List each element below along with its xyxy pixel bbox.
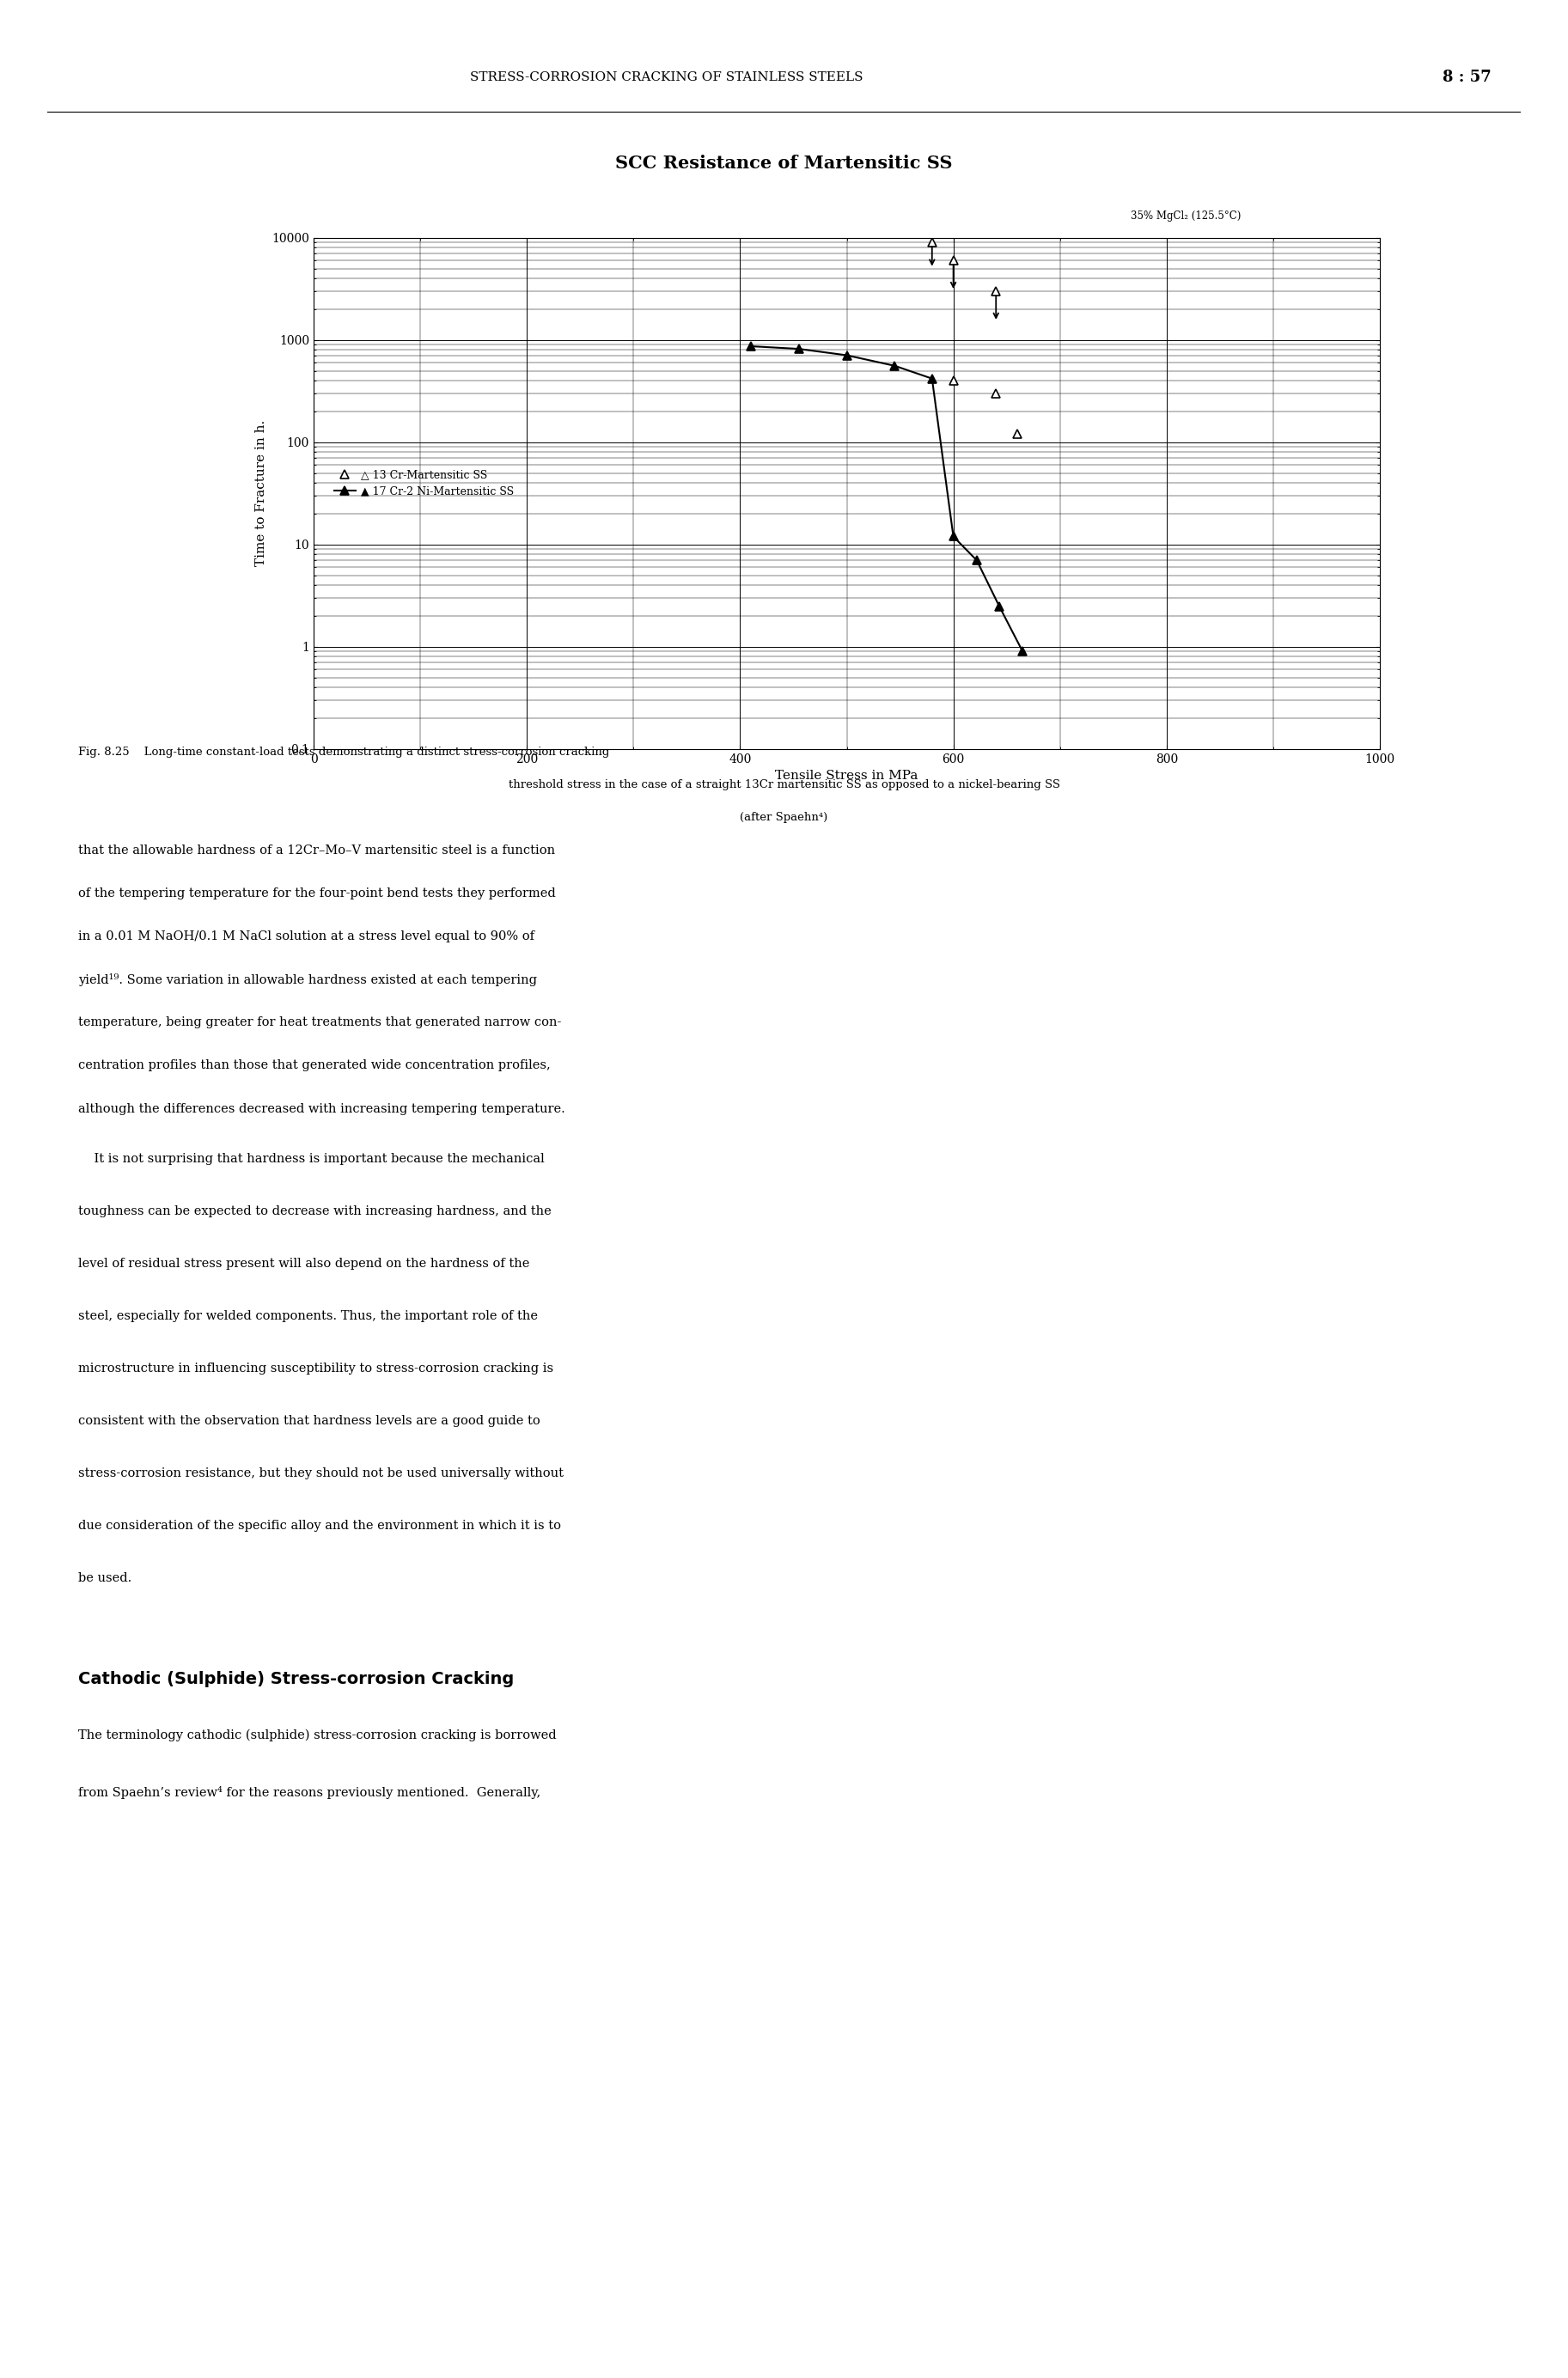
Text: centration profiles than those that generated wide concentration profiles,: centration profiles than those that gene… bbox=[78, 1061, 550, 1072]
Text: steel, especially for welded components. Thus, the important role of the: steel, especially for welded components.… bbox=[78, 1310, 538, 1322]
Text: from Spaehn’s review⁴ for the reasons previously mentioned.  Generally,: from Spaehn’s review⁴ for the reasons pr… bbox=[78, 1786, 541, 1798]
Text: 35% MgCl₂ (125.5°C): 35% MgCl₂ (125.5°C) bbox=[1131, 212, 1240, 221]
Text: Fig. 8.25    Long-time constant-load tests demonstrating a distinct stress-corro: Fig. 8.25 Long-time constant-load tests … bbox=[78, 747, 610, 759]
Text: microstructure in influencing susceptibility to stress-corrosion cracking is: microstructure in influencing susceptibi… bbox=[78, 1363, 554, 1374]
Text: toughness can be expected to decrease with increasing hardness, and the: toughness can be expected to decrease wi… bbox=[78, 1206, 552, 1218]
Text: due consideration of the specific alloy and the environment in which it is to: due consideration of the specific alloy … bbox=[78, 1520, 561, 1531]
Text: yield¹⁹. Some variation in allowable hardness existed at each tempering: yield¹⁹. Some variation in allowable har… bbox=[78, 973, 538, 987]
Text: STRESS-CORROSION CRACKING OF STAINLESS STEELS: STRESS-CORROSION CRACKING OF STAINLESS S… bbox=[469, 71, 862, 83]
Text: in a 0.01 M NaOH/0.1 M NaCl solution at a stress level equal to 90% of: in a 0.01 M NaOH/0.1 M NaCl solution at … bbox=[78, 930, 535, 942]
Text: stress-corrosion resistance, but they should not be used universally without: stress-corrosion resistance, but they sh… bbox=[78, 1467, 564, 1479]
Text: consistent with the observation that hardness levels are a good guide to: consistent with the observation that har… bbox=[78, 1415, 541, 1427]
Text: be used.: be used. bbox=[78, 1572, 132, 1584]
Text: level of residual stress present will also depend on the hardness of the: level of residual stress present will al… bbox=[78, 1258, 530, 1270]
Text: The terminology cathodic (sulphide) stress-corrosion cracking is borrowed: The terminology cathodic (sulphide) stre… bbox=[78, 1729, 557, 1741]
Text: 8 : 57: 8 : 57 bbox=[1443, 69, 1491, 86]
Text: threshold stress in the case of a straight 13Cr martensitic SS as opposed to a n: threshold stress in the case of a straig… bbox=[508, 780, 1060, 789]
Text: of the tempering temperature for the four-point bend tests they performed: of the tempering temperature for the fou… bbox=[78, 887, 557, 899]
Text: temperature, being greater for heat treatments that generated narrow con-: temperature, being greater for heat trea… bbox=[78, 1018, 561, 1030]
X-axis label: Tensile Stress in MPa: Tensile Stress in MPa bbox=[775, 770, 919, 782]
Text: although the differences decreased with increasing tempering temperature.: although the differences decreased with … bbox=[78, 1103, 566, 1115]
Text: It is not surprising that hardness is important because the mechanical: It is not surprising that hardness is im… bbox=[78, 1153, 544, 1165]
Text: SCC Resistance of Martensitic SS: SCC Resistance of Martensitic SS bbox=[615, 155, 953, 171]
Y-axis label: Time to Fracture in h.: Time to Fracture in h. bbox=[256, 421, 267, 566]
Text: that the allowable hardness of a 12Cr–Mo–V martensitic steel is a function: that the allowable hardness of a 12Cr–Mo… bbox=[78, 844, 555, 856]
Legend: △ 13 Cr-Martensitic SS, ▲ 17 Cr-2 Ni-Martensitic SS: △ 13 Cr-Martensitic SS, ▲ 17 Cr-2 Ni-Mar… bbox=[329, 466, 517, 502]
Text: (after Spaehn⁴): (after Spaehn⁴) bbox=[740, 811, 828, 823]
Text: Cathodic (Sulphide) Stress-corrosion Cracking: Cathodic (Sulphide) Stress-corrosion Cra… bbox=[78, 1672, 514, 1686]
